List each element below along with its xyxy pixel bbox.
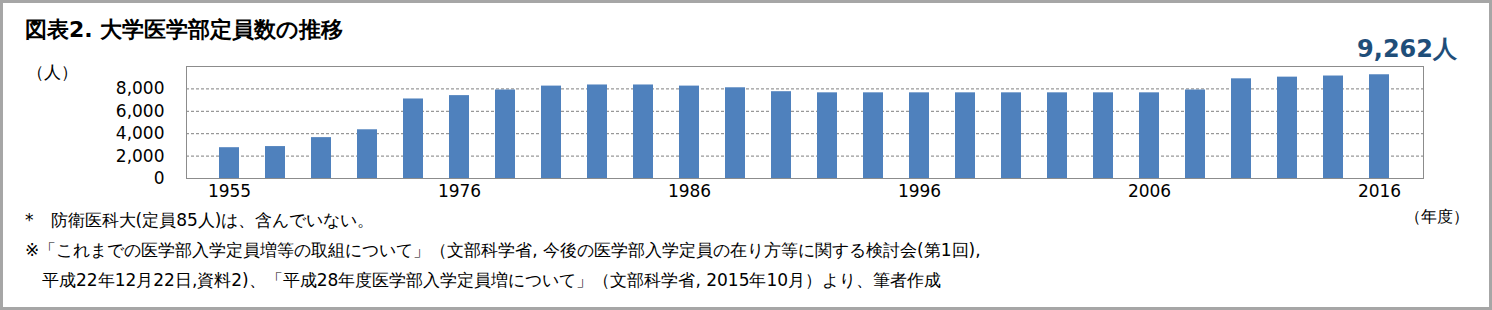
svg-text:8,000: 8,000 — [116, 78, 165, 98]
html-text:平成22年12月22日,資料2)、「平成28年度医学部入学定: 平成22年12月22日,資料2)、「平成28年度医学部入学定員増について」（文部… — [25, 270, 942, 290]
svg-text:1955: 1955 — [208, 181, 251, 201]
svg-text:4,000: 4,000 — [116, 123, 165, 143]
svg-text:6,000: 6,000 — [116, 101, 165, 121]
svg-text:1976: 1976 — [438, 181, 481, 201]
html-text:9,262人: 9,262人 — [1357, 35, 1457, 63]
svg-text:1996: 1996 — [898, 181, 941, 201]
html-text:* 防衛医科大(定員85人)は、含んでいない。: * 防衛医科大(定員85人)は、含んでいない。 — [25, 210, 375, 230]
html-text:※「これまでの医学部入学定員増等の取組について」（文部科学省: ※「これまでの医学部入学定員増等の取組について」（文部科学省, 今後の医学部入学… — [25, 240, 981, 260]
svg-text:2006: 2006 — [1128, 181, 1171, 201]
html-text:（人）: （人） — [27, 62, 78, 82]
svg-text:2,000: 2,000 — [116, 146, 165, 166]
svg-text:0: 0 — [154, 168, 165, 188]
svg-text:2016: 2016 — [1358, 181, 1401, 201]
html-text:（年度）: （年度） — [1405, 207, 1469, 226]
svg-text:1986: 1986 — [668, 181, 711, 201]
html-text:図表2. 大学医学部定員数の推移: 図表2. 大学医学部定員数の推移 — [25, 17, 344, 42]
